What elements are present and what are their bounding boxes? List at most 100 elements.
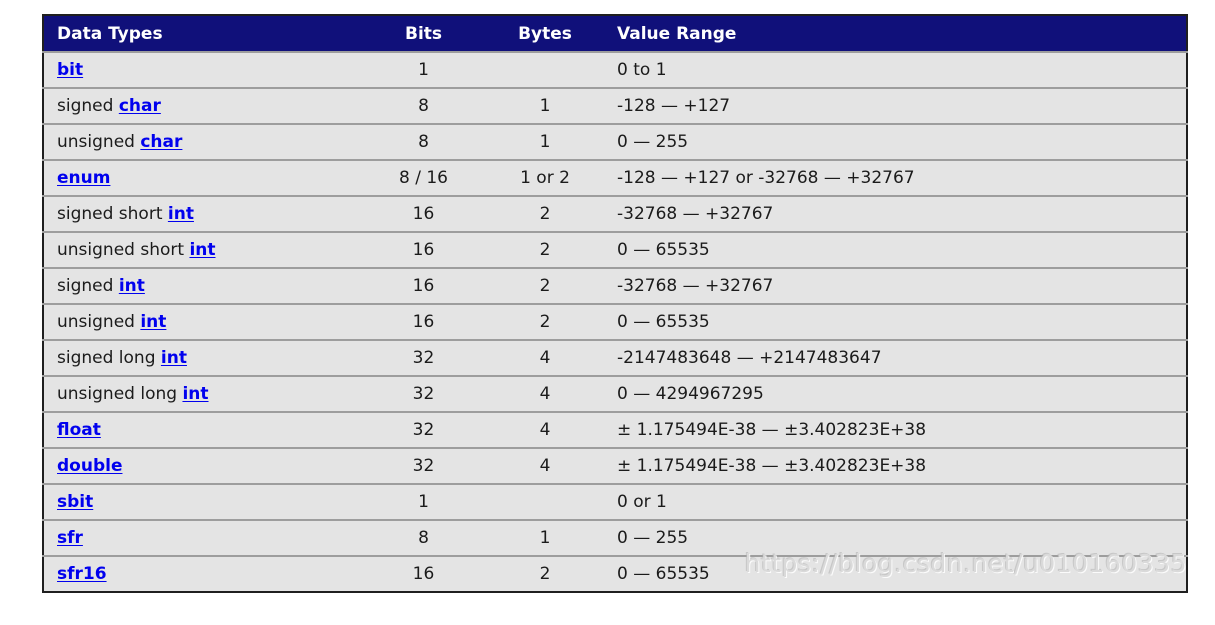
bits-cell: 32 bbox=[361, 375, 486, 412]
bits-cell: 16 bbox=[361, 303, 486, 340]
bits-cell: 8 bbox=[361, 87, 486, 124]
table-row: unsigned char 8 1 0 — 255 bbox=[43, 123, 1187, 160]
type-link[interactable]: char bbox=[118, 96, 161, 116]
type-link[interactable]: bit bbox=[57, 60, 84, 80]
bytes-cell bbox=[486, 483, 604, 520]
bytes-cell: 4 bbox=[486, 447, 604, 484]
bytes-cell: 1 bbox=[486, 123, 604, 160]
type-cell: signed long int bbox=[43, 339, 361, 376]
table-row: signed char 8 1 -128 — +127 bbox=[43, 87, 1187, 124]
type-link[interactable]: double bbox=[57, 456, 123, 476]
bytes-cell: 2 bbox=[486, 555, 604, 592]
table-row: sfr16 16 2 0 — 65535 bbox=[43, 555, 1187, 592]
column-header-value-range: Value Range bbox=[604, 15, 1187, 52]
range-cell: -128 — +127 or -32768 — +32767 bbox=[604, 159, 1187, 196]
table-row: double 32 4 ± 1.175494E-38 — ±3.402823E+… bbox=[43, 447, 1187, 484]
type-prefix: signed bbox=[57, 276, 119, 296]
bytes-cell: 1 bbox=[486, 87, 604, 124]
range-cell: -32768 — +32767 bbox=[604, 195, 1187, 232]
bytes-cell bbox=[486, 51, 604, 88]
type-cell: double bbox=[43, 447, 361, 484]
table-row: sbit 1 0 or 1 bbox=[43, 483, 1187, 520]
type-cell: sbit bbox=[43, 483, 361, 520]
bytes-cell: 1 or 2 bbox=[486, 159, 604, 196]
type-cell: unsigned char bbox=[43, 123, 361, 160]
range-cell: 0 — 4294967295 bbox=[604, 375, 1187, 412]
bytes-cell: 1 bbox=[486, 519, 604, 556]
type-link[interactable]: float bbox=[57, 420, 101, 440]
type-link[interactable]: int bbox=[140, 312, 167, 332]
type-link[interactable]: int bbox=[182, 384, 209, 404]
type-prefix: signed long bbox=[57, 348, 161, 368]
bits-cell: 1 bbox=[361, 51, 486, 88]
type-cell: signed int bbox=[43, 267, 361, 304]
type-link[interactable]: char bbox=[140, 132, 183, 152]
range-cell: ± 1.175494E-38 — ±3.402823E+38 bbox=[604, 447, 1187, 484]
bits-cell: 8 / 16 bbox=[361, 159, 486, 196]
type-cell: float bbox=[43, 411, 361, 448]
bits-cell: 32 bbox=[361, 339, 486, 376]
bits-cell: 32 bbox=[361, 411, 486, 448]
range-cell: 0 — 65535 bbox=[604, 555, 1187, 592]
type-prefix: signed short bbox=[57, 204, 168, 224]
table-row: unsigned long int 32 4 0 — 4294967295 bbox=[43, 375, 1187, 412]
table-row: unsigned int 16 2 0 — 65535 bbox=[43, 303, 1187, 340]
bits-cell: 32 bbox=[361, 447, 486, 484]
range-cell: 0 — 255 bbox=[604, 519, 1187, 556]
table-body: bit 1 0 to 1 signed char 8 1 -128 — +127… bbox=[43, 51, 1187, 592]
table-row: float 32 4 ± 1.175494E-38 — ±3.402823E+3… bbox=[43, 411, 1187, 448]
type-link[interactable]: enum bbox=[57, 168, 111, 188]
type-cell: signed short int bbox=[43, 195, 361, 232]
table-row: enum 8 / 16 1 or 2 -128 — +127 or -32768… bbox=[43, 159, 1187, 196]
type-cell: sfr bbox=[43, 519, 361, 556]
bits-cell: 8 bbox=[361, 123, 486, 160]
column-header-bits: Bits bbox=[361, 15, 486, 52]
table-row: unsigned short int 16 2 0 — 65535 bbox=[43, 231, 1187, 268]
bits-cell: 16 bbox=[361, 195, 486, 232]
bits-cell: 16 bbox=[361, 267, 486, 304]
range-cell: 0 — 65535 bbox=[604, 231, 1187, 268]
bytes-cell: 2 bbox=[486, 267, 604, 304]
type-link[interactable]: int bbox=[160, 348, 187, 368]
table-row: bit 1 0 to 1 bbox=[43, 51, 1187, 88]
bits-cell: 16 bbox=[361, 231, 486, 268]
range-cell: -32768 — +32767 bbox=[604, 267, 1187, 304]
bits-cell: 1 bbox=[361, 483, 486, 520]
type-link[interactable]: sbit bbox=[57, 492, 94, 512]
table-row: signed long int 32 4 -2147483648 — +2147… bbox=[43, 339, 1187, 376]
type-cell: enum bbox=[43, 159, 361, 196]
table-row: signed short int 16 2 -32768 — +32767 bbox=[43, 195, 1187, 232]
table-row: sfr 8 1 0 — 255 bbox=[43, 519, 1187, 556]
type-prefix: unsigned short bbox=[57, 240, 190, 260]
bits-cell: 8 bbox=[361, 519, 486, 556]
range-cell: 0 or 1 bbox=[604, 483, 1187, 520]
bytes-cell: 4 bbox=[486, 411, 604, 448]
bytes-cell: 4 bbox=[486, 375, 604, 412]
type-cell: unsigned short int bbox=[43, 231, 361, 268]
type-prefix: unsigned bbox=[57, 312, 141, 332]
range-cell: 0 to 1 bbox=[604, 51, 1187, 88]
bits-cell: 16 bbox=[361, 555, 486, 592]
type-link[interactable]: sfr bbox=[57, 528, 83, 548]
range-cell: -128 — +127 bbox=[604, 87, 1187, 124]
data-types-table-container: Data Types Bits Bytes Value Range bit 1 … bbox=[42, 14, 1188, 593]
range-cell: ± 1.175494E-38 — ±3.402823E+38 bbox=[604, 411, 1187, 448]
bytes-cell: 2 bbox=[486, 195, 604, 232]
type-prefix: unsigned long bbox=[57, 384, 183, 404]
bytes-cell: 4 bbox=[486, 339, 604, 376]
type-prefix: signed bbox=[57, 96, 119, 116]
type-cell: unsigned int bbox=[43, 303, 361, 340]
type-link[interactable]: int bbox=[118, 276, 145, 296]
table-header: Data Types Bits Bytes Value Range bbox=[43, 15, 1187, 52]
range-cell: 0 — 255 bbox=[604, 123, 1187, 160]
type-cell: signed char bbox=[43, 87, 361, 124]
type-cell: sfr16 bbox=[43, 555, 361, 592]
bytes-cell: 2 bbox=[486, 303, 604, 340]
type-link[interactable]: int bbox=[189, 240, 216, 260]
type-prefix: unsigned bbox=[57, 132, 141, 152]
column-header-bytes: Bytes bbox=[486, 15, 604, 52]
type-link[interactable]: sfr16 bbox=[57, 564, 107, 584]
range-cell: 0 — 65535 bbox=[604, 303, 1187, 340]
type-link[interactable]: int bbox=[167, 204, 194, 224]
column-header-data-types: Data Types bbox=[43, 15, 361, 52]
